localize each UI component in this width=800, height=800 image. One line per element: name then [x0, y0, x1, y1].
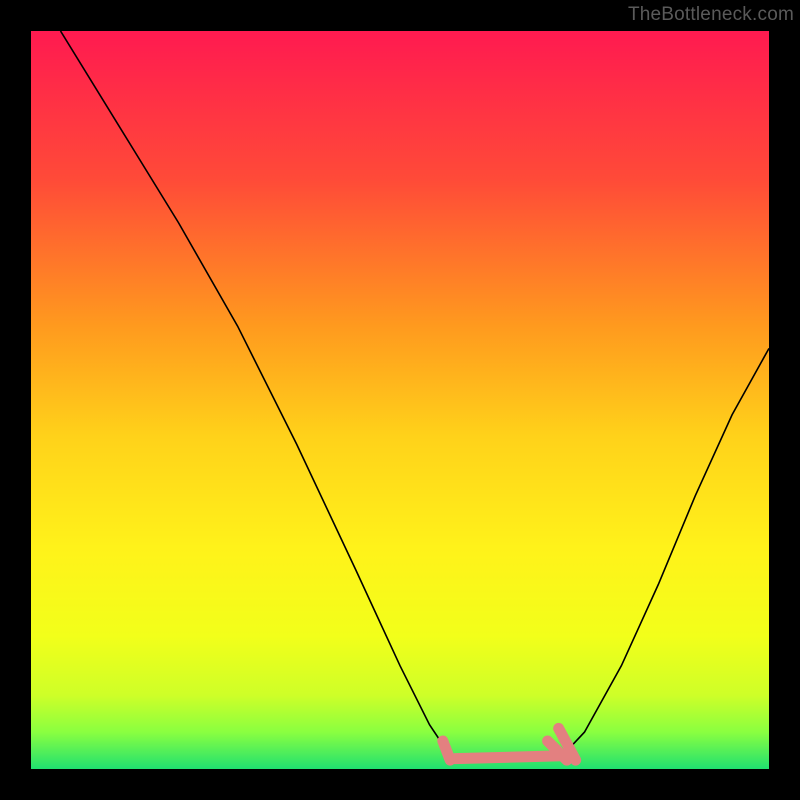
highlight-marker-1 — [455, 756, 562, 759]
right-curve — [562, 348, 769, 755]
chart-frame: TheBottleneck.com — [0, 0, 800, 800]
curve-layer — [31, 31, 769, 769]
plot-area — [31, 31, 769, 769]
left-curve — [61, 31, 456, 759]
watermark-text: TheBottleneck.com — [628, 4, 794, 26]
highlight-marker-0 — [443, 741, 450, 760]
